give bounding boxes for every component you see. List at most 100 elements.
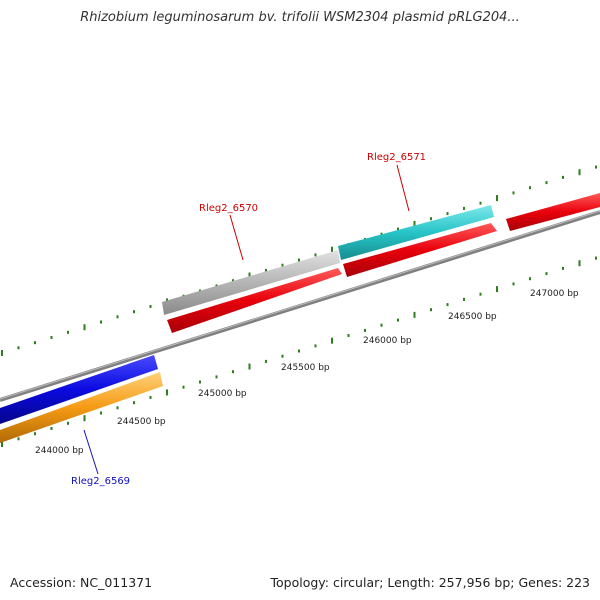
backbone-line [0, 210, 600, 402]
outer-tick-mark [232, 279, 234, 283]
inner-tick-mark [595, 256, 597, 260]
accession-text: Accession: NC_011371 [10, 575, 153, 590]
outer-tick-mark [83, 324, 86, 331]
gene-arrow-red-2[interactable] [343, 223, 497, 277]
outer-tick-mark [413, 220, 416, 227]
left-genes [0, 355, 163, 443]
inner-tick-mark [265, 359, 267, 363]
gene-label-rleg2-6569[interactable]: Rleg2_6569 [71, 476, 130, 487]
inner-tick-mark [347, 334, 350, 337]
outer-tick-mark [149, 305, 152, 308]
inner-tick-mark [166, 389, 168, 396]
inner-tick-mark [17, 437, 20, 441]
scale-label: 247000 bp [530, 289, 579, 299]
inner-tick-mark [545, 272, 548, 276]
outer-tick-mark [529, 186, 531, 190]
outer-tick-mark [397, 227, 399, 231]
outer-tick-mark [463, 206, 465, 210]
scale-label: 246000 bp [363, 336, 412, 346]
inner-tick-mark [512, 282, 515, 286]
scale-label: 245500 bp [281, 363, 330, 373]
outer-tick-mark [248, 272, 251, 279]
leader-rleg2-6571 [396, 164, 410, 212]
outer-tick-mark [314, 253, 317, 257]
leader-rleg2-6570 [229, 214, 244, 261]
inner-tick-mark [380, 323, 383, 327]
gene-arrow-red-3[interactable] [506, 193, 600, 231]
reverse-strand-genes [167, 193, 600, 333]
outer-tick-mark [50, 336, 53, 339]
gene-labels: Rleg2_6571 Rleg2_6570 Rleg2_6569 [71, 152, 426, 487]
inner-tick-mark [199, 380, 201, 384]
inner-tick-mark [281, 354, 284, 358]
outer-tick-mark [331, 246, 333, 253]
inner-tick-mark [182, 385, 185, 389]
outer-tick-mark [380, 232, 383, 236]
inner-tick-mark [116, 406, 119, 410]
gene-rleg2-6571-cyan[interactable] [338, 205, 494, 260]
outer-tick-mark [133, 310, 135, 314]
scale-label: 245000 bp [198, 389, 247, 399]
inner-tick-mark [149, 396, 152, 399]
inner-tick-mark [133, 401, 135, 405]
outer-tick-mark [496, 195, 498, 202]
inner-tick-mark [413, 311, 416, 318]
inner-tick-mark [298, 349, 300, 353]
inner-tick-track [1, 256, 597, 447]
inner-tick-mark [430, 308, 432, 312]
outer-tick-mark [34, 341, 36, 345]
outer-tick-mark [17, 346, 20, 350]
scale-label: 244000 bp [35, 446, 84, 456]
gene-arrow-red-1[interactable] [167, 268, 342, 333]
outer-tick-mark [265, 268, 267, 272]
inner-tick-mark [314, 344, 317, 348]
gene-label-rleg2-6571[interactable]: Rleg2_6571 [367, 152, 426, 163]
outer-tick-mark [479, 201, 482, 205]
outer-tick-mark [430, 217, 432, 221]
inner-tick-mark [479, 292, 482, 296]
topology-summary: Topology: circular; Length: 257,956 bp; … [270, 575, 591, 590]
inner-tick-mark [50, 427, 53, 430]
inner-tick-mark [562, 266, 564, 270]
inner-tick-mark [331, 337, 333, 344]
inner-tick-mark [529, 277, 531, 281]
outer-tick-mark [100, 320, 102, 324]
outer-tick-mark [1, 350, 3, 356]
inner-tick-mark [463, 297, 465, 301]
inner-tick-mark [248, 363, 251, 370]
inner-tick-mark [496, 286, 498, 293]
outer-tick-mark [578, 169, 581, 176]
outer-tick-mark [116, 315, 119, 319]
inner-tick-mark [578, 260, 581, 267]
inner-tick-mark [100, 411, 102, 415]
inner-tick-mark [34, 432, 36, 436]
inner-tick-mark [1, 441, 3, 447]
inner-tick-mark [232, 370, 234, 374]
inner-tick-mark [446, 303, 449, 307]
scale-labels: 244000 bp 244500 bp 245000 bp 245500 bp … [35, 289, 579, 456]
map-title: Rhizobium leguminosarum bv. trifolii WSM… [80, 10, 520, 25]
outer-tick-mark [512, 191, 515, 195]
outer-tick-track [1, 165, 597, 356]
scale-label: 244500 bp [117, 417, 166, 427]
scale-label: 246500 bp [448, 312, 497, 322]
inner-tick-mark [397, 318, 399, 322]
gene-rleg2-6569-orange[interactable] [0, 372, 163, 443]
outer-tick-mark [545, 181, 548, 185]
inner-tick-mark [215, 375, 218, 379]
outer-tick-mark [595, 165, 597, 169]
forward-strand-genes [162, 205, 494, 315]
inner-tick-mark [364, 328, 366, 332]
gene-leader-lines [83, 164, 410, 475]
gene-rleg2-6570-grey[interactable] [162, 250, 340, 315]
outer-tick-mark [446, 212, 449, 216]
inner-tick-mark [83, 415, 86, 422]
gene-blue[interactable] [0, 355, 158, 424]
outer-tick-mark [67, 330, 69, 334]
gene-label-rleg2-6570[interactable]: Rleg2_6570 [199, 203, 258, 214]
outer-tick-mark [562, 175, 564, 179]
inner-tick-mark [67, 421, 69, 425]
outer-tick-mark [298, 258, 300, 262]
